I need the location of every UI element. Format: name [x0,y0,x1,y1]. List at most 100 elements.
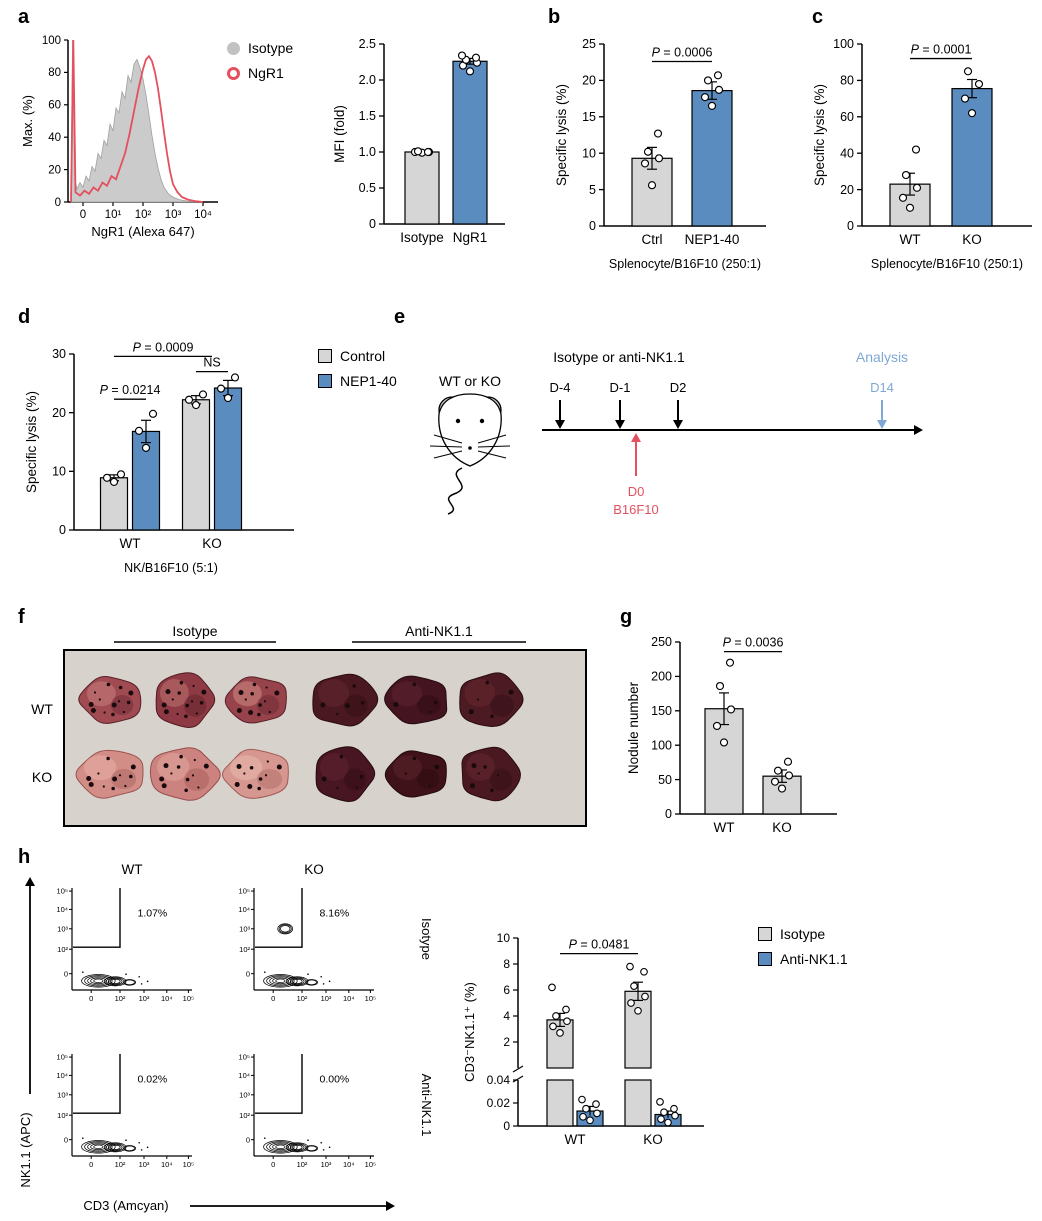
svg-text:10⁵: 10⁵ [57,887,68,896]
svg-text:WT: WT [31,701,53,717]
legend-label-ngr1: NgR1 [248,65,284,81]
svg-text:D0: D0 [628,484,645,499]
svg-text:10⁵: 10⁵ [57,1053,68,1062]
svg-text:10²: 10² [239,945,250,954]
svg-text:10²: 10² [297,1160,308,1169]
svg-text:20: 20 [582,74,596,88]
svg-text:80: 80 [840,74,854,88]
legend-item-anti-nk11: Anti-NK1.1 [758,951,848,967]
svg-text:D-1: D-1 [610,380,631,395]
svg-text:NgR1: NgR1 [453,230,488,245]
svg-text:200: 200 [651,670,672,684]
svg-text:0: 0 [55,197,61,209]
svg-text:10⁵: 10⁵ [183,994,194,1003]
panel-a-mfi-bar-chart: 0 0.5 1.0 1.5 2.0 2.5 MFI (fold) Isotype NgR1 [332,37,505,245]
svg-text:80: 80 [48,67,61,79]
legend-item-control: Control [318,348,397,364]
panel-label-c: c [812,6,824,28]
svg-text:8: 8 [503,957,510,971]
svg-text:0: 0 [271,994,275,1003]
svg-text:10⁴: 10⁴ [161,994,173,1003]
svg-text:KO: KO [772,820,792,835]
svg-text:2.5: 2.5 [359,37,376,51]
svg-text:100: 100 [833,37,854,51]
svg-text:Anti-NK1.1: Anti-NK1.1 [419,1074,434,1137]
svg-text:20: 20 [48,164,61,176]
svg-text:Specific lysis (%): Specific lysis (%) [554,84,569,186]
anti-nk11-swatch-icon [758,952,772,966]
svg-text:WT: WT [565,1132,586,1147]
svg-text:10³: 10³ [57,1090,68,1099]
svg-text:CD3 (Amcyan): CD3 (Amcyan) [83,1198,168,1213]
panel-label-d: d [18,306,31,328]
svg-text:0: 0 [271,1160,275,1169]
svg-text:0: 0 [847,219,854,233]
ngr1-open-circle-icon [227,66,240,80]
svg-text:Isotype: Isotype [419,918,434,960]
legend-item-nep1-40: NEP1-40 [318,373,397,389]
svg-text:150: 150 [651,704,672,718]
svg-text:60: 60 [840,110,854,124]
panel-label-b: b [548,6,561,28]
panel-f-lung-photo: Isotype Anti-NK1.1 WT KO [31,623,587,827]
svg-text:10³: 10³ [239,924,250,933]
svg-text:10: 10 [582,146,596,160]
svg-text:10²: 10² [57,945,68,954]
svg-text:10: 10 [52,465,66,479]
svg-text:D2: D2 [670,380,687,395]
svg-text:WT or KO: WT or KO [439,373,501,389]
nep1-40-swatch-icon [318,374,332,388]
svg-text:10: 10 [497,931,511,945]
svg-text:Specific lysis (%): Specific lysis (%) [812,84,827,186]
svg-text:10³: 10³ [165,209,182,221]
svg-text:Isotype or anti-NK1.1: Isotype or anti-NK1.1 [553,349,685,365]
svg-text:0.02%: 0.02% [138,1074,168,1086]
svg-text:10²: 10² [239,1111,250,1120]
svg-text:10⁴: 10⁴ [238,905,250,914]
svg-text:0: 0 [59,523,66,537]
svg-text:15: 15 [582,110,596,124]
svg-text:Anti-NK1.1: Anti-NK1.1 [405,623,473,639]
svg-text:0: 0 [369,217,376,231]
svg-text:Splenocyte/B16F10 (250:1): Splenocyte/B16F10 (250:1) [609,257,761,271]
svg-text:10³: 10³ [139,994,150,1003]
svg-text:10¹: 10¹ [105,209,122,221]
panel-e-experiment-timeline: WT or KO Isotype or anti-NK1.1 D-4 D-1 D2 D0 B… [429,349,923,517]
svg-text:60: 60 [48,100,61,112]
svg-text:Max. (%): Max. (%) [20,95,35,147]
svg-text:8.16%: 8.16% [320,908,350,920]
svg-text:0: 0 [64,1135,68,1144]
panel-label-h: h [18,846,31,868]
svg-text:10²: 10² [297,994,308,1003]
svg-text:NK/B16F10 (5:1): NK/B16F10 (5:1) [124,561,218,575]
svg-text:40: 40 [840,146,854,160]
svg-text:WT: WT [122,862,143,877]
panel-h-broken-bar-chart: 2 4 6 8 10 0 0.02 0.04 CD3⁻NK1.1⁺ (%) WT KO P = 0.0… [462,931,704,1147]
svg-text:10⁴: 10⁴ [238,1071,250,1080]
svg-text:10⁴: 10⁴ [343,994,355,1003]
svg-text:Isotype: Isotype [400,230,444,245]
svg-text:0: 0 [246,1135,250,1144]
svg-text:KO: KO [304,862,324,877]
svg-text:NgR1 (Alexa 647): NgR1 (Alexa 647) [91,224,194,239]
svg-text:1.0: 1.0 [359,145,376,159]
panel-h-legend: Isotype Anti-NK1.1 [758,926,848,976]
panel-g-bar-chart: 0 50 100 150 200 250 Nodule number WT KO P = 0.00… [626,635,837,835]
svg-text:NS: NS [203,356,220,370]
svg-text:10³: 10³ [239,1090,250,1099]
svg-text:Specific lysis (%): Specific lysis (%) [24,391,39,493]
panel-c-bar-chart: 0 20 40 60 80 100 Specific lysis (%) WT KO Spleno… [812,37,1032,271]
svg-text:Analysis: Analysis [856,349,908,365]
svg-text:20: 20 [52,406,66,420]
svg-text:NEP1-40: NEP1-40 [685,232,740,247]
svg-text:Ctrl: Ctrl [642,232,663,247]
legend-item-isotype: Isotype [758,926,848,942]
svg-text:10⁴: 10⁴ [343,1160,355,1169]
svg-text:0.02: 0.02 [487,1096,511,1110]
legend-label-control: Control [340,348,386,364]
svg-text:10²: 10² [57,1111,68,1120]
svg-text:NK1.1 (APC): NK1.1 (APC) [18,1112,33,1187]
svg-text:10⁵: 10⁵ [365,1160,376,1169]
